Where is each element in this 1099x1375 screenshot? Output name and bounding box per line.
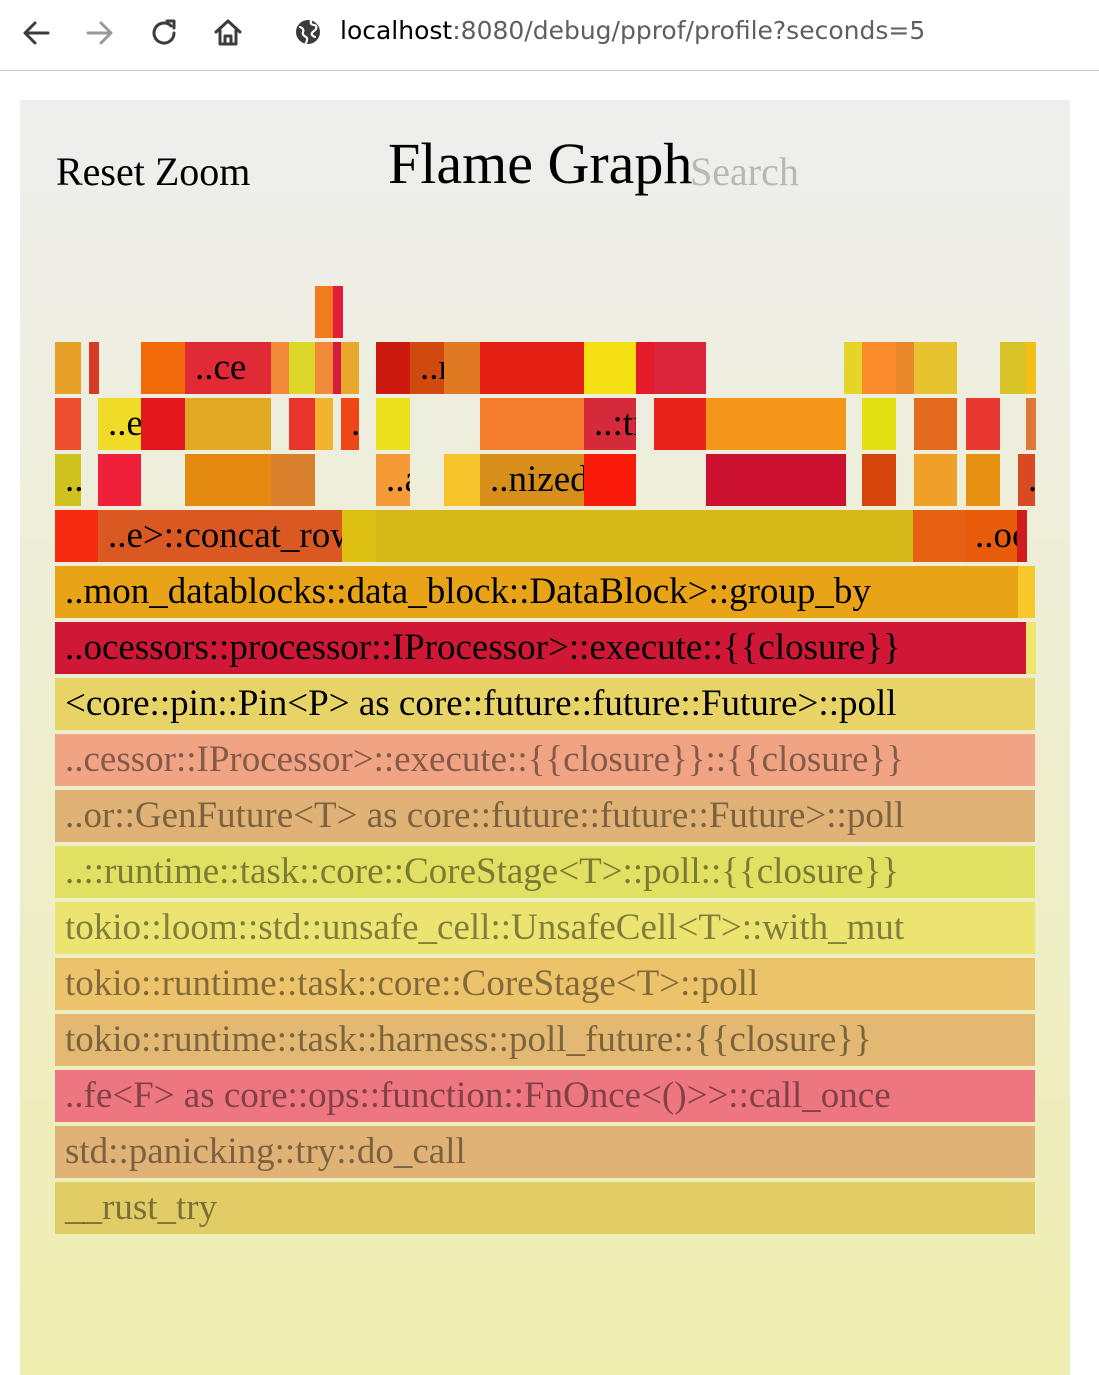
flame-frame[interactable] bbox=[141, 398, 185, 450]
flame-frame[interactable] bbox=[584, 342, 636, 394]
url-path: :8080/debug/pprof/profile?seconds=5 bbox=[452, 16, 926, 45]
flame-frame[interactable]: ..fe<F> as core::ops::function::FnOnce<(… bbox=[55, 1070, 1035, 1122]
flame-frame[interactable]: ..or::GenFuture<T> as core::future::futu… bbox=[1026, 622, 1036, 674]
flame-frame[interactable] bbox=[333, 286, 343, 338]
flame-frame[interactable]: ..ack bbox=[376, 454, 410, 506]
flame-frame[interactable]: ..cessor::IProcessor>::execute::{{closur… bbox=[55, 734, 1035, 786]
flame-frame[interactable] bbox=[706, 398, 846, 450]
flame-frame[interactable]: ..ll bbox=[55, 454, 81, 506]
flame-frame[interactable] bbox=[1000, 342, 1026, 394]
back-button[interactable] bbox=[16, 13, 56, 53]
flame-frame[interactable] bbox=[1026, 398, 1036, 450]
flame-frame[interactable] bbox=[271, 454, 315, 506]
flame-frame[interactable]: ..or::GenFuture<T> as core::future::futu… bbox=[55, 790, 1035, 842]
reload-button[interactable] bbox=[144, 13, 184, 53]
flame-frame[interactable] bbox=[862, 454, 896, 506]
flame-frame[interactable] bbox=[185, 398, 271, 450]
flame-frame[interactable]: tokio::loom::std::unsafe_cell::UnsafeCel… bbox=[55, 902, 1035, 954]
flame-frame[interactable] bbox=[844, 342, 862, 394]
forward-button[interactable] bbox=[80, 13, 120, 53]
flame-frame[interactable] bbox=[89, 342, 99, 394]
flame-frame[interactable] bbox=[333, 342, 343, 394]
flame-frame[interactable] bbox=[914, 398, 957, 450]
flame-frame[interactable] bbox=[315, 286, 333, 338]
flame-frame[interactable] bbox=[1026, 342, 1036, 394]
flame-graph-panel: Reset Zoom Flame Graph Search ..ce ..race… bbox=[20, 100, 1070, 1375]
url-host: localhost bbox=[340, 16, 453, 45]
flame-frame[interactable] bbox=[480, 398, 584, 450]
flame-frame[interactable] bbox=[55, 398, 81, 450]
flame-frame[interactable]: __rust_try bbox=[55, 1182, 1035, 1234]
flame-frame[interactable]: ..ed bbox=[98, 398, 141, 450]
flame-frame[interactable] bbox=[315, 342, 333, 394]
reload-icon bbox=[152, 19, 176, 45]
flame-frame[interactable] bbox=[55, 510, 98, 562]
flame-frame[interactable] bbox=[315, 398, 333, 450]
flame-frame[interactable] bbox=[862, 342, 896, 394]
flame-frame[interactable] bbox=[376, 398, 410, 450]
flame-frame[interactable] bbox=[376, 510, 913, 562]
flame-frame[interactable] bbox=[966, 398, 1000, 450]
flame-frame[interactable] bbox=[376, 342, 410, 394]
flame-frame[interactable] bbox=[1018, 566, 1035, 618]
flame-frame[interactable] bbox=[444, 454, 480, 506]
flame-frame[interactable] bbox=[584, 454, 636, 506]
flame-frame[interactable] bbox=[654, 398, 706, 450]
flame-frame[interactable] bbox=[289, 398, 315, 450]
flame-frame[interactable]: <core::pin::Pin<P> as core::future::futu… bbox=[55, 678, 1035, 730]
url-text: localhost:8080/debug/pprof/profile?secon… bbox=[340, 16, 925, 45]
home-icon bbox=[214, 19, 242, 46]
flame-frame[interactable]: tokio::runtime::task::core::CoreStage<T>… bbox=[55, 958, 1035, 1010]
home-button[interactable] bbox=[208, 13, 248, 53]
flame-frame[interactable]: std::panicking::try::do_call bbox=[55, 1126, 1035, 1178]
flame-frame[interactable] bbox=[706, 454, 846, 506]
forward-arrow-icon bbox=[86, 21, 113, 45]
flame-frame[interactable] bbox=[341, 342, 359, 394]
flame-frame[interactable] bbox=[1017, 510, 1027, 562]
flame-frame[interactable] bbox=[444, 342, 480, 394]
flame-frame[interactable] bbox=[98, 454, 141, 506]
search-button[interactable]: Search bbox=[690, 149, 799, 194]
flame-frame[interactable] bbox=[141, 342, 185, 394]
flame-frame[interactable] bbox=[914, 342, 957, 394]
flame-frame[interactable] bbox=[862, 398, 896, 450]
flame-frame[interactable] bbox=[480, 342, 584, 394]
flame-frame[interactable]: ..rator>::next bbox=[1018, 454, 1035, 506]
flame-frame[interactable] bbox=[636, 342, 654, 394]
flame-frame[interactable]: ..e>::concat_row_to_one_key bbox=[98, 510, 342, 562]
reset-zoom-button[interactable]: Reset Zoom bbox=[56, 149, 251, 194]
back-arrow-icon bbox=[23, 21, 50, 45]
flame-frame[interactable]: ..ce bbox=[185, 342, 271, 394]
flame-frame[interactable] bbox=[289, 342, 315, 394]
globe-icon bbox=[296, 19, 320, 45]
flame-frame[interactable]: ..race bbox=[410, 342, 444, 394]
flame-frame[interactable]: ..::runtime::task::core::CoreStage<T>::p… bbox=[55, 846, 1035, 898]
flame-frame[interactable]: ..zed bbox=[341, 398, 359, 450]
flame-frame[interactable] bbox=[55, 342, 81, 394]
flame-frame[interactable] bbox=[185, 454, 271, 506]
flame-frame[interactable] bbox=[896, 342, 914, 394]
page-title: Flame Graph bbox=[388, 131, 693, 196]
flame-frame[interactable]: tokio::runtime::task::harness::poll_futu… bbox=[55, 1014, 1035, 1066]
flame-frame[interactable] bbox=[914, 454, 957, 506]
flame-frame[interactable]: ..ocks::data_block::DataBlock>::group_by… bbox=[965, 510, 1017, 562]
flame-frame[interactable] bbox=[342, 510, 376, 562]
flame-frame[interactable]: ..mon_datablocks::data_block::DataBlock>… bbox=[55, 566, 1018, 618]
browser-toolbar: localhost:8080/debug/pprof/profile?secon… bbox=[0, 0, 1099, 71]
flame-frame[interactable]: ..:trace bbox=[584, 398, 636, 450]
flame-frame[interactable] bbox=[654, 342, 706, 394]
flame-frame[interactable]: ..ocessors::processor::IProcessor>::exec… bbox=[55, 622, 1026, 674]
flame-frame[interactable] bbox=[966, 454, 1000, 506]
flame-frame[interactable]: ..nized bbox=[480, 454, 584, 506]
flame-frame[interactable] bbox=[913, 510, 965, 562]
flame-frame[interactable] bbox=[271, 342, 289, 394]
address-bar[interactable]: localhost:8080/debug/pprof/profile?secon… bbox=[272, 4, 1092, 60]
